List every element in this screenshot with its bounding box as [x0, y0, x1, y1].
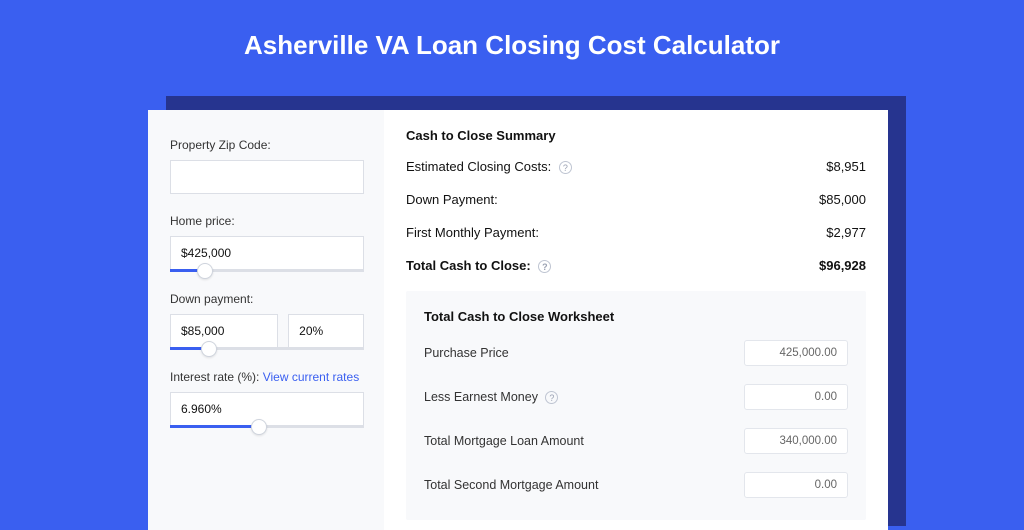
- worksheet-title: Total Cash to Close Worksheet: [424, 309, 848, 324]
- worksheet-value[interactable]: 0.00: [744, 384, 848, 410]
- summary-row-total: Total Cash to Close: ? $96,928: [406, 258, 866, 273]
- worksheet-label: Total Second Mortgage Amount: [424, 478, 598, 492]
- summary-row-down-payment: Down Payment: $85,000: [406, 192, 866, 207]
- inputs-pane: Property Zip Code: Home price: Down paym…: [148, 110, 384, 530]
- worksheet-value[interactable]: 425,000.00: [744, 340, 848, 366]
- page-title: Asherville VA Loan Closing Cost Calculat…: [0, 0, 1024, 87]
- zip-input[interactable]: [170, 160, 364, 194]
- view-rates-link[interactable]: View current rates: [263, 370, 360, 384]
- summary-label: Estimated Closing Costs:: [406, 159, 551, 174]
- worksheet-row-second-mortgage: Total Second Mortgage Amount 0.00: [424, 472, 848, 498]
- summary-row-closing-costs: Estimated Closing Costs: ? $8,951: [406, 159, 866, 174]
- rate-slider-fill: [170, 425, 259, 428]
- zip-label: Property Zip Code:: [170, 138, 364, 152]
- summary-value: $8,951: [826, 159, 866, 174]
- worksheet-row-purchase-price: Purchase Price 425,000.00: [424, 340, 848, 366]
- down-payment-label: Down payment:: [170, 292, 364, 306]
- rate-input[interactable]: [170, 392, 364, 426]
- summary-value: $85,000: [819, 192, 866, 207]
- calculator-card: Property Zip Code: Home price: Down paym…: [148, 110, 888, 530]
- worksheet-panel: Total Cash to Close Worksheet Purchase P…: [406, 291, 866, 520]
- zip-field-group: Property Zip Code:: [170, 138, 364, 194]
- down-payment-field-group: Down payment:: [170, 292, 364, 350]
- down-payment-pct-input[interactable]: [288, 314, 364, 348]
- home-price-label: Home price:: [170, 214, 364, 228]
- down-payment-slider[interactable]: [170, 347, 364, 350]
- worksheet-row-mortgage-amount: Total Mortgage Loan Amount 340,000.00: [424, 428, 848, 454]
- help-icon[interactable]: ?: [538, 260, 551, 273]
- rate-slider[interactable]: [170, 425, 364, 428]
- summary-label: Down Payment:: [406, 192, 498, 207]
- home-price-slider-thumb[interactable]: [197, 263, 213, 279]
- worksheet-value[interactable]: 340,000.00: [744, 428, 848, 454]
- rate-label: Interest rate (%):: [170, 370, 263, 384]
- summary-total-value: $96,928: [819, 258, 866, 273]
- worksheet-row-earnest-money: Less Earnest Money ? 0.00: [424, 384, 848, 410]
- home-price-slider[interactable]: [170, 269, 364, 272]
- help-icon[interactable]: ?: [559, 161, 572, 174]
- summary-label: First Monthly Payment:: [406, 225, 539, 240]
- help-icon[interactable]: ?: [545, 391, 558, 404]
- down-payment-input[interactable]: [170, 314, 278, 348]
- rate-field-group: Interest rate (%): View current rates: [170, 370, 364, 428]
- down-payment-slider-thumb[interactable]: [201, 341, 217, 357]
- worksheet-label: Less Earnest Money: [424, 390, 538, 404]
- results-pane: Cash to Close Summary Estimated Closing …: [384, 110, 888, 530]
- rate-slider-thumb[interactable]: [251, 419, 267, 435]
- summary-title: Cash to Close Summary: [406, 128, 866, 143]
- summary-row-first-payment: First Monthly Payment: $2,977: [406, 225, 866, 240]
- worksheet-label: Total Mortgage Loan Amount: [424, 434, 584, 448]
- summary-total-label: Total Cash to Close:: [406, 258, 531, 273]
- worksheet-label: Purchase Price: [424, 346, 509, 360]
- home-price-field-group: Home price:: [170, 214, 364, 272]
- worksheet-value[interactable]: 0.00: [744, 472, 848, 498]
- rate-label-row: Interest rate (%): View current rates: [170, 370, 364, 384]
- summary-value: $2,977: [826, 225, 866, 240]
